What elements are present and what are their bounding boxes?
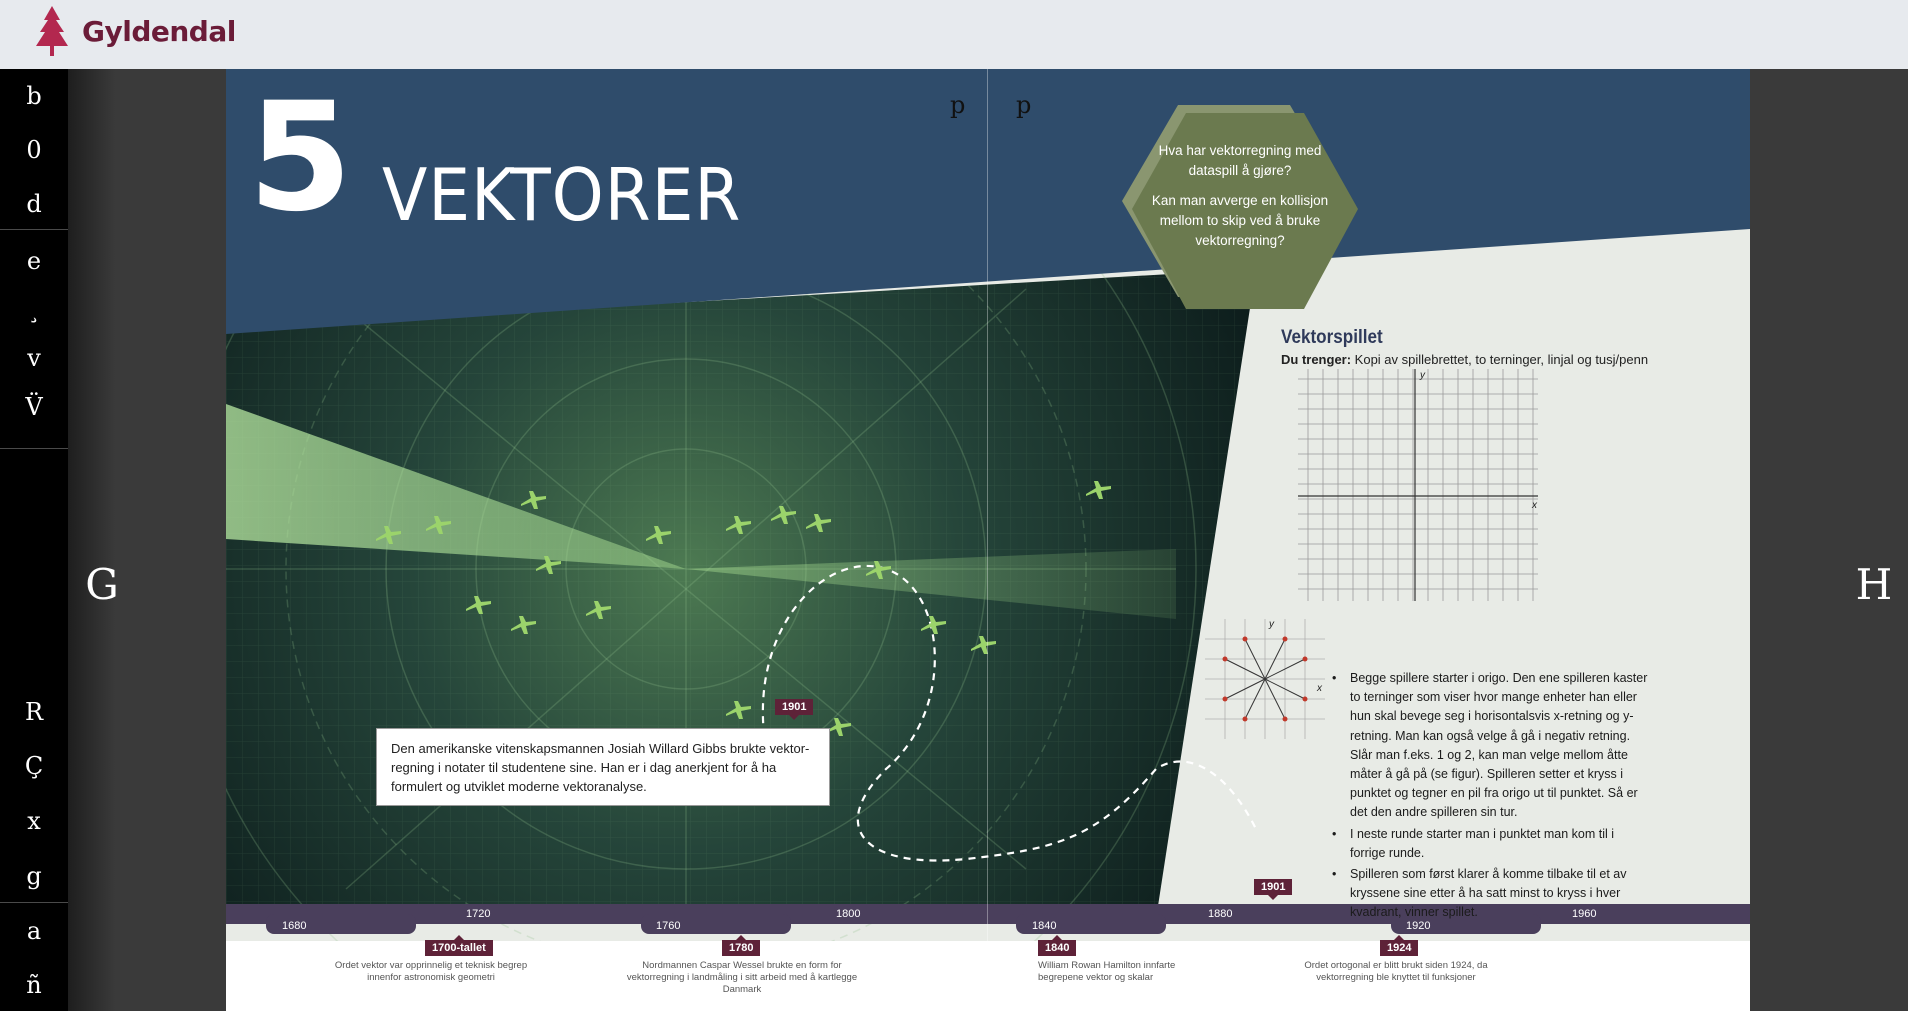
hexagon-questions: Hva har vektorregning med dataspill å gj… [1140, 141, 1340, 251]
timeline-year: 1960 [1572, 908, 1597, 920]
question-2: Kan man avverge en kollisjon mellom to s… [1151, 193, 1329, 248]
tool-button-5[interactable]: ¸ [28, 296, 40, 324]
needs-label: Du trenger: [1281, 352, 1352, 367]
question-1: Hva har vektorregning med dataspill å gj… [1158, 143, 1322, 178]
tool-button-13[interactable]: ñ [26, 971, 42, 999]
tool-button-1[interactable]: b [26, 82, 42, 110]
timeline-event-tag: 1780 [722, 935, 761, 956]
timeline-event-tag: 1924 [1380, 935, 1419, 956]
book-spread: p p 5 VEKTORER Hva har vektorregning med… [226, 69, 1750, 1011]
page-marker-right: p [1016, 91, 1032, 119]
year-tag-1901-right: 1901 [1254, 879, 1293, 900]
brand-name: Gyldendal [82, 14, 236, 48]
next-page-button[interactable]: H [1855, 560, 1893, 609]
book-spine [987, 69, 988, 1011]
tool-button-12[interactable]: a [26, 917, 42, 945]
tool-button-2[interactable]: 0 [26, 136, 42, 164]
game-title: Vektorspillet [1281, 327, 1383, 348]
timeline-event-tag: 1840 [1038, 935, 1077, 956]
timeline-year: 1800 [836, 908, 861, 920]
timeline-year: 1880 [1208, 908, 1233, 920]
timeline-year: 1920 [1406, 920, 1431, 932]
rule-item: Spilleren som først klarer å komme tilba… [1332, 865, 1650, 923]
toolbar-divider [0, 229, 68, 230]
timeline-event-tag: 1700-tallet [425, 935, 493, 956]
left-toolbar: b 0 d e ¸ v V̈ R Ç x g a ñ [0, 69, 68, 1011]
top-bar: Gyldendal [0, 0, 1908, 69]
rule-item: I neste runde starter man i punktet man … [1332, 825, 1650, 863]
year-tag-1901: 1901 [775, 699, 814, 720]
vector-example-figure: y x [1205, 619, 1325, 739]
grid-x-axis-label: x [1531, 500, 1538, 511]
page-marker-left: p [950, 91, 966, 119]
timeline-year: 1680 [282, 920, 307, 932]
needs-text: Kopi av spillebrettet, to terninger, lin… [1351, 352, 1649, 367]
tool-button-7[interactable]: V̈ [25, 393, 43, 421]
gyldendal-logo[interactable]: Gyldendal [30, 4, 236, 58]
chapter-title: VEKTORER [382, 153, 742, 237]
timeline-event-text: Nordmannen Caspar Wessel brukte en form … [626, 960, 858, 995]
gibbs-callout: Den amerikanske vitenskapsmannen Josiah … [376, 728, 830, 806]
tool-button-4[interactable]: e [26, 247, 42, 275]
timeline-year: 1720 [466, 908, 491, 920]
tool-button-3[interactable]: d [26, 190, 42, 218]
tool-button-8[interactable]: R [24, 698, 44, 726]
timeline-event-text: Ordet ortogonal er blitt brukt siden 192… [1304, 960, 1488, 983]
tool-button-10[interactable]: x [27, 807, 41, 835]
tree-logo-icon [36, 6, 68, 56]
game-rules-list: Begge spillere starter i origo. Den ene … [1332, 669, 1650, 925]
chapter-number: 5 [248, 71, 352, 245]
materials-needed: Du trenger: Kopi av spillebrettet, to te… [1281, 352, 1648, 367]
toolbar-divider [0, 448, 68, 449]
toolbar-divider [0, 902, 68, 903]
timeline-event-text: Ordet vektor var opprinnelig et teknisk … [334, 960, 528, 983]
previous-page-button[interactable]: G [85, 560, 119, 609]
left-margin [68, 69, 226, 1011]
timeline-year: 1840 [1032, 920, 1057, 932]
rule-item: Begge spillere starter i origo. Den ene … [1332, 669, 1650, 823]
question-hexagon [1122, 105, 1358, 309]
right-margin [1750, 69, 1908, 1011]
game-board-grid: y x [1298, 369, 1538, 601]
tool-button-6[interactable]: v [27, 344, 41, 372]
tool-button-11[interactable]: g [26, 862, 42, 890]
tool-button-9[interactable]: Ç [24, 752, 44, 780]
example-y-axis-label: y [1268, 619, 1275, 630]
timeline-year: 1760 [656, 920, 681, 932]
timeline-event-text: William Rowan Hamilton innfarte begrepen… [1038, 960, 1176, 983]
example-x-axis-label: x [1316, 683, 1323, 694]
grid-y-axis-label: y [1419, 370, 1426, 381]
radar-illustration [226, 69, 1750, 1011]
